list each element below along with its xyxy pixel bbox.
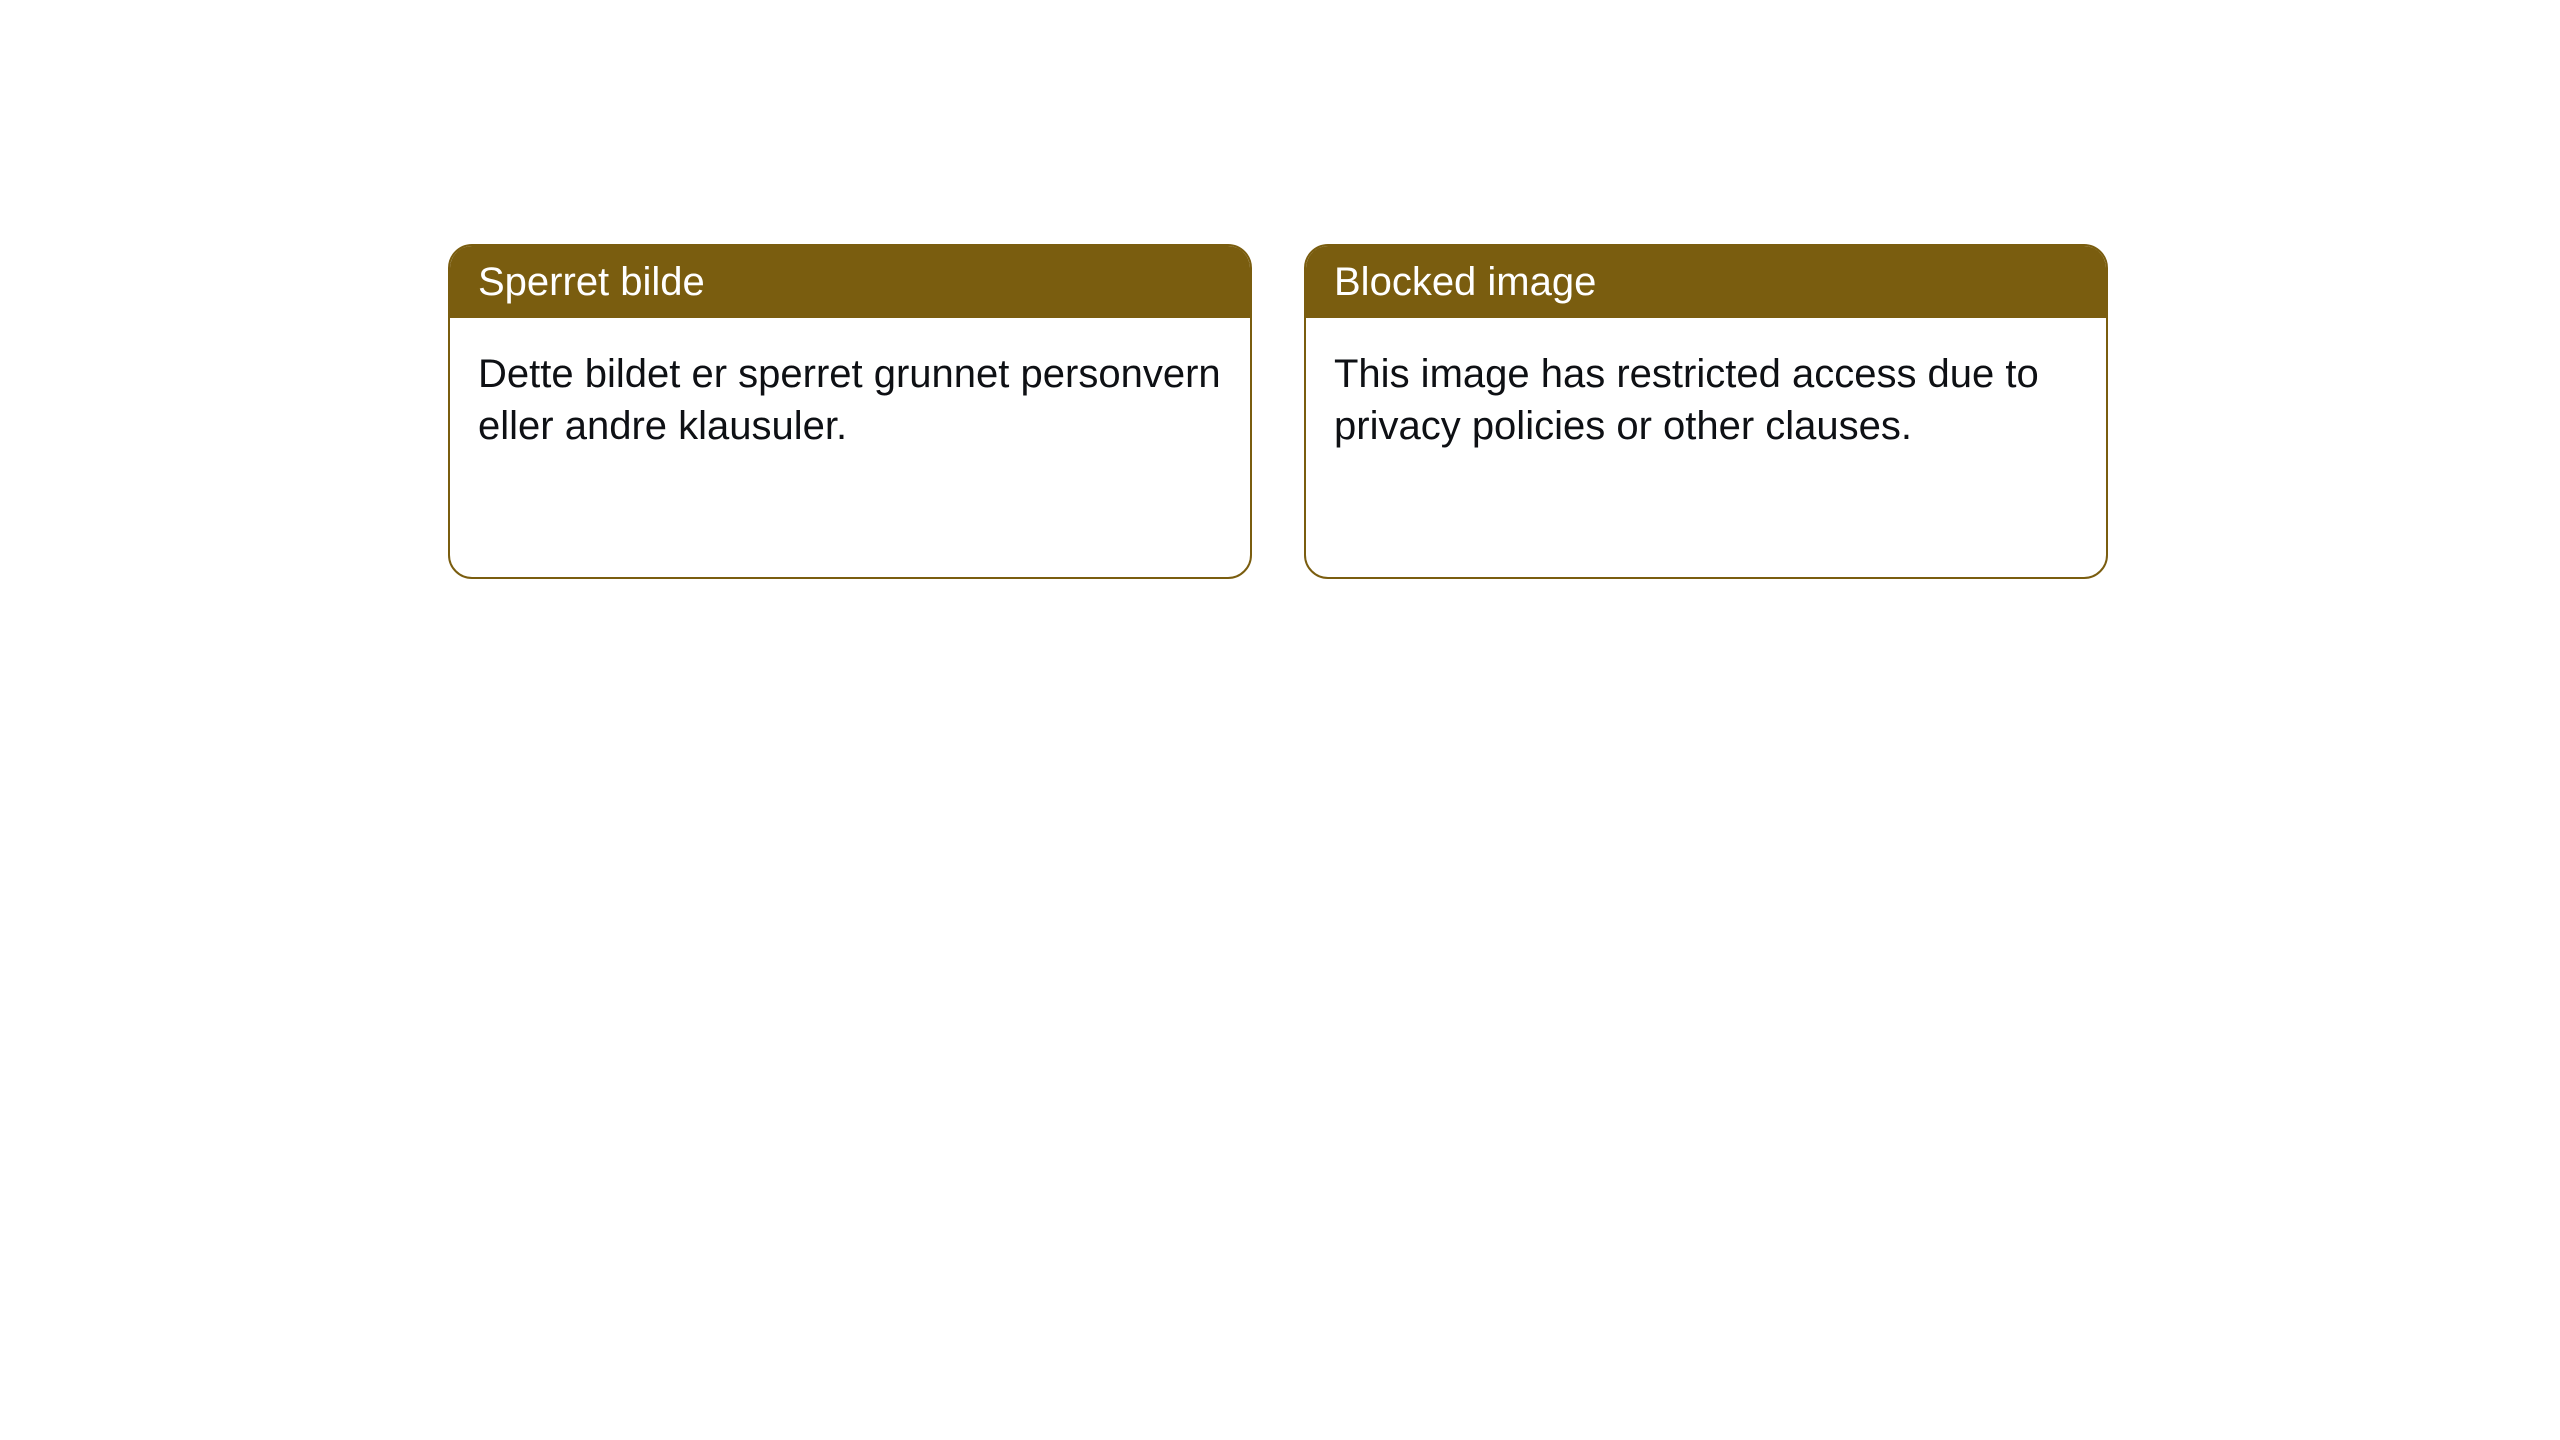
notice-card-english: Blocked image This image has restricted … — [1304, 244, 2108, 579]
card-body-english: This image has restricted access due to … — [1306, 318, 2106, 482]
card-title-norwegian: Sperret bilde — [450, 246, 1250, 318]
card-title-english: Blocked image — [1306, 246, 2106, 318]
notice-card-norwegian: Sperret bilde Dette bildet er sperret gr… — [448, 244, 1252, 579]
card-body-norwegian: Dette bildet er sperret grunnet personve… — [450, 318, 1250, 482]
notice-cards-container: Sperret bilde Dette bildet er sperret gr… — [448, 244, 2108, 579]
